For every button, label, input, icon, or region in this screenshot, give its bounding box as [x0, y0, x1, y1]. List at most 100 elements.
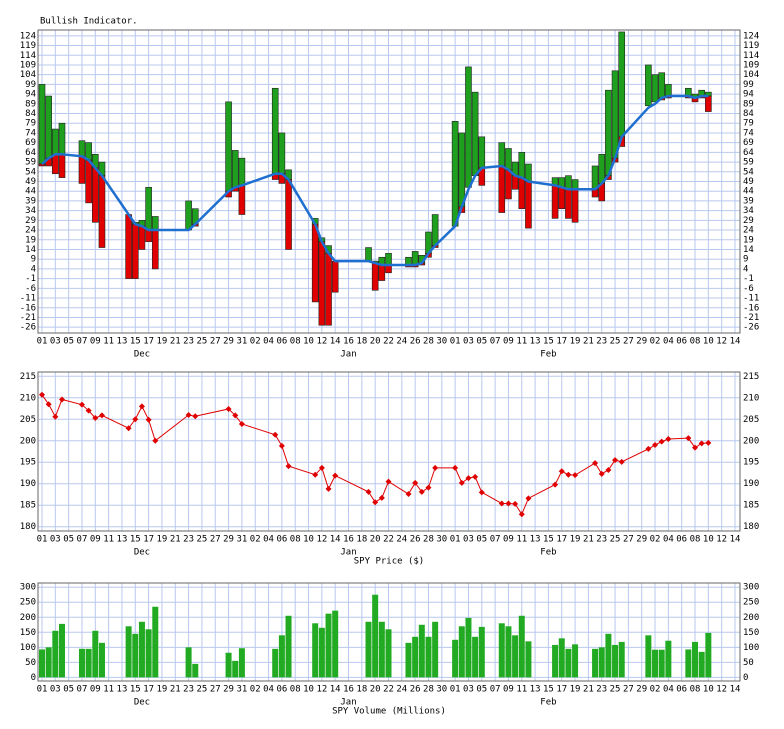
x-tick-label: 10 [303, 337, 314, 347]
y-tick-label: 4 [31, 264, 36, 274]
down-bar [525, 181, 532, 229]
up-bar [471, 91, 479, 176]
price-marker [405, 491, 412, 498]
volume-bar [185, 647, 192, 678]
up-bar [151, 216, 159, 231]
up-bar [518, 152, 526, 178]
x-tick-label: 06 [676, 535, 687, 545]
x-tick-label: 18 [356, 535, 367, 545]
x-tick-label: 19 [157, 685, 168, 695]
price-marker [285, 463, 292, 470]
x-tick-label: 07 [77, 337, 88, 347]
x-tick-label: 01 [450, 535, 461, 545]
y-tick-label-right: 34 [743, 206, 754, 216]
y-tick-label-right: 99 [743, 80, 754, 90]
x-tick-label: 07 [490, 685, 501, 695]
y-tick-label-right: 9 [743, 255, 748, 265]
volume-bar [685, 649, 692, 678]
down-bar [705, 95, 712, 112]
month-label: Jan [340, 350, 356, 360]
x-tick-label: 05 [476, 337, 487, 347]
down-bar [558, 187, 566, 209]
volume-bar [498, 623, 505, 678]
x-tick-label: 13 [530, 685, 541, 695]
x-tick-label: 15 [543, 337, 554, 347]
x-tick-label: 02 [650, 337, 661, 347]
x-tick-label: 10 [303, 535, 314, 545]
volume-bar [152, 606, 159, 678]
price-marker [132, 416, 139, 423]
x-tick-label: 21 [170, 685, 181, 695]
price-marker [278, 442, 285, 449]
x-tick-label: 25 [197, 337, 208, 347]
x-tick-label: 12 [316, 685, 327, 695]
down-bar [285, 179, 292, 250]
volume-bar [518, 615, 525, 678]
volume-bar [45, 647, 52, 678]
x-tick-label: 08 [690, 685, 701, 695]
y-tick-label: 119 [20, 41, 36, 51]
x-tick-label: 23 [183, 337, 194, 347]
volume-bar [525, 641, 532, 678]
price-marker [512, 500, 519, 507]
volume-bar [505, 626, 512, 678]
volume-bar [605, 633, 612, 678]
y-tick-label-right: 89 [743, 99, 754, 109]
volume-bar [325, 613, 332, 678]
y-tick-label: 100 [20, 643, 36, 653]
y-tick-label-right: 59 [743, 158, 754, 168]
y-tick-label-right: 180 [743, 522, 759, 532]
volume-bar [558, 638, 565, 678]
volume-bar [612, 644, 619, 678]
y-tick-label-right: 19 [743, 235, 754, 245]
price-marker [58, 396, 65, 403]
x-tick-label: 01 [37, 337, 48, 347]
x-tick-label: 23 [596, 685, 607, 695]
x-tick-label: 17 [556, 685, 567, 695]
down-bar [125, 214, 132, 279]
volume-bar [552, 644, 559, 678]
x-tick-label: 05 [63, 535, 74, 545]
price-marker [612, 457, 619, 464]
down-bar [138, 225, 146, 250]
y-tick-label-right: 190 [743, 479, 759, 489]
x-tick-label: 03 [463, 337, 474, 347]
y-tick-label: 50 [25, 658, 36, 668]
volume-bar [285, 615, 292, 678]
up-bar [38, 84, 46, 165]
y-tick-label: 34 [25, 206, 36, 216]
x-tick-label: 11 [516, 685, 527, 695]
price-marker [318, 464, 325, 471]
month-label: Feb [540, 350, 556, 360]
x-tick-label: 10 [703, 337, 714, 347]
volume-bar [618, 641, 625, 678]
volume-bar [465, 617, 472, 678]
x-tick-label: 26 [410, 685, 421, 695]
volume-bar [665, 640, 672, 678]
volume-bar [125, 626, 132, 678]
x-tick-label: 09 [90, 685, 101, 695]
volume-bar [565, 648, 572, 678]
down-bar [92, 167, 99, 223]
price-marker [692, 444, 699, 451]
x-tick-label: 09 [90, 535, 101, 545]
y-tick-label: 79 [25, 119, 36, 129]
y-tick-label: 185 [20, 501, 36, 511]
price-marker [225, 405, 232, 412]
price-marker [145, 416, 152, 423]
x-tick-label: 05 [63, 685, 74, 695]
x-tick-label: 08 [690, 535, 701, 545]
average-line [41, 94, 709, 267]
price-marker [192, 413, 199, 420]
x-tick-label: 04 [663, 337, 674, 347]
volume-bar [645, 635, 652, 678]
volume-bar [452, 639, 459, 678]
plot-border [37, 582, 741, 682]
y-tick-label: 300 [20, 583, 36, 593]
x-tick-label: 17 [556, 535, 567, 545]
x-tick-label: 15 [543, 535, 554, 545]
x-tick-label: 01 [37, 685, 48, 695]
x-tick-label: 15 [130, 337, 141, 347]
x-tick-label: 13 [530, 535, 541, 545]
up-bar [231, 150, 239, 188]
